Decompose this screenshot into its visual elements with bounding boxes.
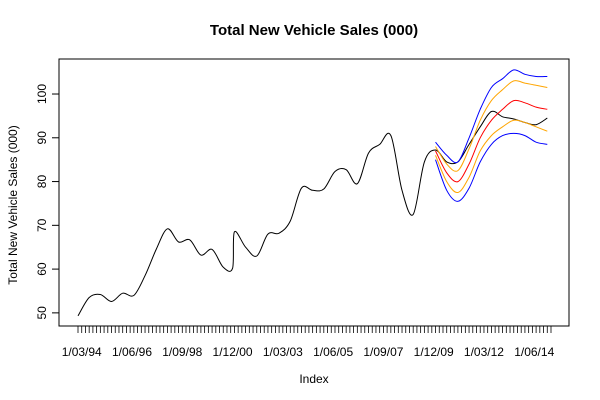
y-tick-label: 90 bbox=[35, 131, 49, 145]
x-axis-label: Index bbox=[299, 372, 328, 386]
x-tick-label: 1/06/14 bbox=[514, 345, 554, 359]
y-tick-label: 70 bbox=[35, 218, 49, 232]
x-tick-label: 1/12/09 bbox=[414, 345, 454, 359]
series-line-forecast-lower-95 bbox=[435, 132, 548, 202]
series-line-forecast-mean bbox=[435, 99, 548, 183]
y-axis: 50 60 70 80 90 100 bbox=[35, 84, 60, 320]
x-axis: 1/03/94 1/06/96 1/09/98 1/12/00 1/03/03 1/06/… bbox=[62, 325, 555, 359]
chart-title: Total New Vehicle Sales (000) bbox=[210, 22, 418, 39]
series-layer bbox=[77, 69, 548, 317]
series-line-forecast-upper-95 bbox=[435, 69, 548, 164]
x-tick-label: 1/03/12 bbox=[464, 345, 504, 359]
x-tick-label: 1/06/05 bbox=[313, 345, 353, 359]
x-tick-label: 1/03/94 bbox=[62, 345, 102, 359]
y-tick-label: 60 bbox=[35, 262, 49, 276]
series-line-forecast-lower-80 bbox=[435, 119, 548, 194]
y-tick-label: 50 bbox=[35, 306, 49, 320]
x-tick-label: 1/06/96 bbox=[112, 345, 152, 359]
x-tick-label: 1/03/03 bbox=[263, 345, 303, 359]
y-tick-label: 100 bbox=[35, 84, 49, 104]
series-line-actual bbox=[77, 110, 548, 317]
series-line-forecast-upper-80 bbox=[435, 80, 548, 172]
x-tick-label: 1/12/00 bbox=[213, 345, 253, 359]
x-tick-label: 1/09/98 bbox=[162, 345, 202, 359]
y-tick-label: 80 bbox=[35, 175, 49, 189]
x-tick-label: 1/09/07 bbox=[363, 345, 403, 359]
y-axis-label: Total New Vehicle Sales (000) bbox=[6, 125, 20, 284]
